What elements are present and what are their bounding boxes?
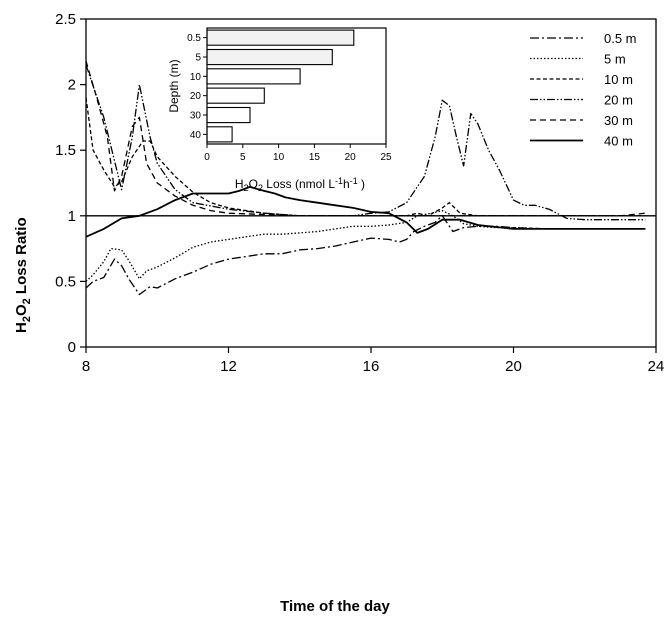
inset-x-tick-label: 15 [309,152,321,163]
legend-label: 10 m [604,72,633,87]
inset-bar [206,29,355,46]
inset-x-tick-label: 20 [345,152,357,163]
y-tick-label: 1 [68,208,76,225]
y-tick-label: 0 [68,339,76,356]
x-tick-label: 12 [220,358,237,375]
inset-x-tick-label: 10 [273,152,285,163]
inset-bars [206,29,355,143]
y-axis-label: H2O2 Loss Ratio [13,217,33,333]
x-axis-label: Time of the day [280,598,390,615]
inset-y-tick-label: 30 [190,111,202,122]
legend-label: 0.5 m [604,31,637,46]
inset-y-tick-label: 10 [190,72,202,83]
inset-x-tick-label: 25 [380,152,392,163]
inset-y-tick-label: 5 [195,53,201,64]
series-line-0-5-m [85,215,646,296]
series-line-40-m [85,185,646,238]
inset-x-axis-label: H2O2 Loss (nmol L-1h-1 ) [235,176,365,193]
x-tick-label: 16 [363,358,380,375]
inset-background [207,28,386,144]
x-tick-label: 24 [648,358,665,375]
inset-y-axis-label: Depth (m) [167,59,181,112]
inset-y-tick-label: 40 [190,130,202,141]
y-tick-label: 1.5 [55,142,76,159]
inset-bar [206,126,233,143]
inset-y-tick-label: 0.5 [187,33,201,44]
inset-bar-chart: 0.5 5 10 20 30 400 5 10 15 20 25 Depth (m) H2O2 Lo… [167,27,392,193]
series-line-20-m [85,64,646,221]
legend-label: 30 m [604,113,633,128]
inset-bar [206,48,333,66]
inset-bar [206,68,301,85]
inset-frame [206,27,387,145]
inset-y-tick-label: 20 [190,91,202,102]
x-tick-label: 8 [82,358,90,375]
inset-bar [206,87,265,104]
y-tick-label: 2 [68,77,76,94]
legend-label: 5 m [604,52,626,67]
x-tick-label: 20 [505,358,522,375]
inset-x-tick-label: 5 [240,152,246,163]
y-tick-label: 2.5 [55,11,76,28]
legend-label: 40 m [604,134,633,149]
inset-x-tick-label: 0 [204,152,210,163]
legend: 0.5 m 5 m 10 m 20 m 30 m 40 m [530,31,637,149]
inset-bar [206,106,251,124]
legend-label: 20 m [604,93,633,108]
series-line-5-m [85,209,646,282]
main-axis-ticks: 8 12 16 20 24 0 0.5 1 1.5 2 2.5 [55,11,664,375]
inset-axis-ticks: 0.5 5 10 20 30 400 5 10 15 20 25 [187,33,392,163]
main-plot-frame [85,18,657,348]
y-tick-label: 0.5 [55,273,76,290]
